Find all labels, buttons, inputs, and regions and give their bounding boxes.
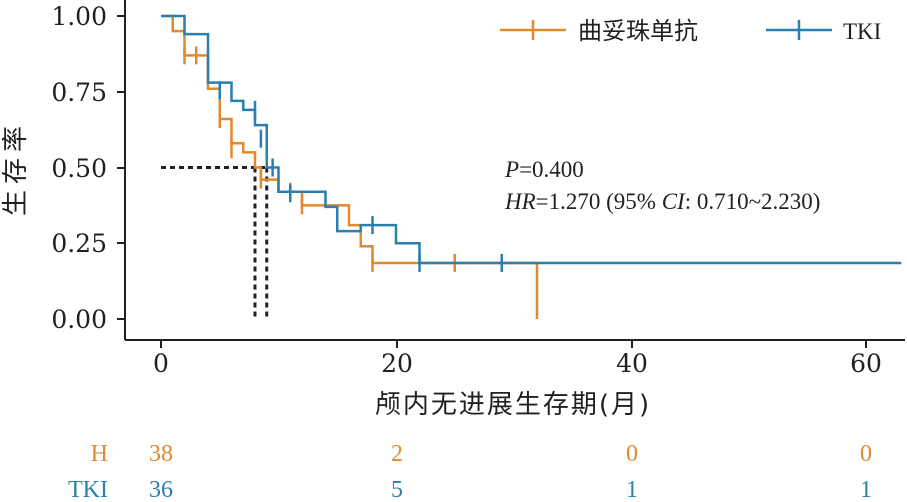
x-tick-label: 60	[850, 349, 882, 378]
y-tick-label: 0.50	[51, 154, 107, 183]
survival-curves	[161, 14, 902, 319]
y-tick-label: 0.25	[51, 229, 107, 258]
hazard-ratio-annotation: HR=1.270 (95% CI: 0.710~2.230)	[504, 189, 820, 214]
risk-count: 2	[391, 441, 403, 467]
y-tick-label: 0.75	[51, 78, 107, 107]
y-tick-label: 1.00	[51, 2, 107, 31]
risk-row-label-tki: TKI	[68, 477, 108, 502]
risk-count: 0	[626, 441, 638, 467]
legend-label-qutuozhu: 曲妥珠单抗	[578, 17, 698, 45]
legend: 曲妥珠单抗 TKI	[500, 17, 881, 45]
risk-count: 36	[149, 477, 173, 502]
risk-count: 1	[860, 477, 872, 502]
risk-row-label-h: H	[91, 441, 108, 467]
median-reference-lines	[161, 166, 269, 319]
risk-count: 38	[149, 441, 173, 467]
risk-table: H 38 2 0 0 TKI 36 5 1 1	[68, 441, 872, 502]
x-tick-label: 20	[381, 349, 413, 378]
x-axis-title: 颅内无进展生存期(月)	[375, 390, 651, 420]
legend-label-tki: TKI	[843, 19, 881, 44]
risk-count: 5	[391, 477, 403, 502]
x-tick-label: 0	[153, 349, 169, 378]
risk-count: 0	[860, 441, 872, 467]
x-tick-label: 40	[616, 349, 648, 378]
p-value-annotation: P=0.400	[504, 157, 584, 182]
risk-count: 1	[626, 477, 638, 502]
survival-curve-tki	[161, 14, 902, 265]
y-tick-label: 0.00	[51, 305, 107, 334]
y-axis-title: 生存率	[1, 120, 31, 216]
